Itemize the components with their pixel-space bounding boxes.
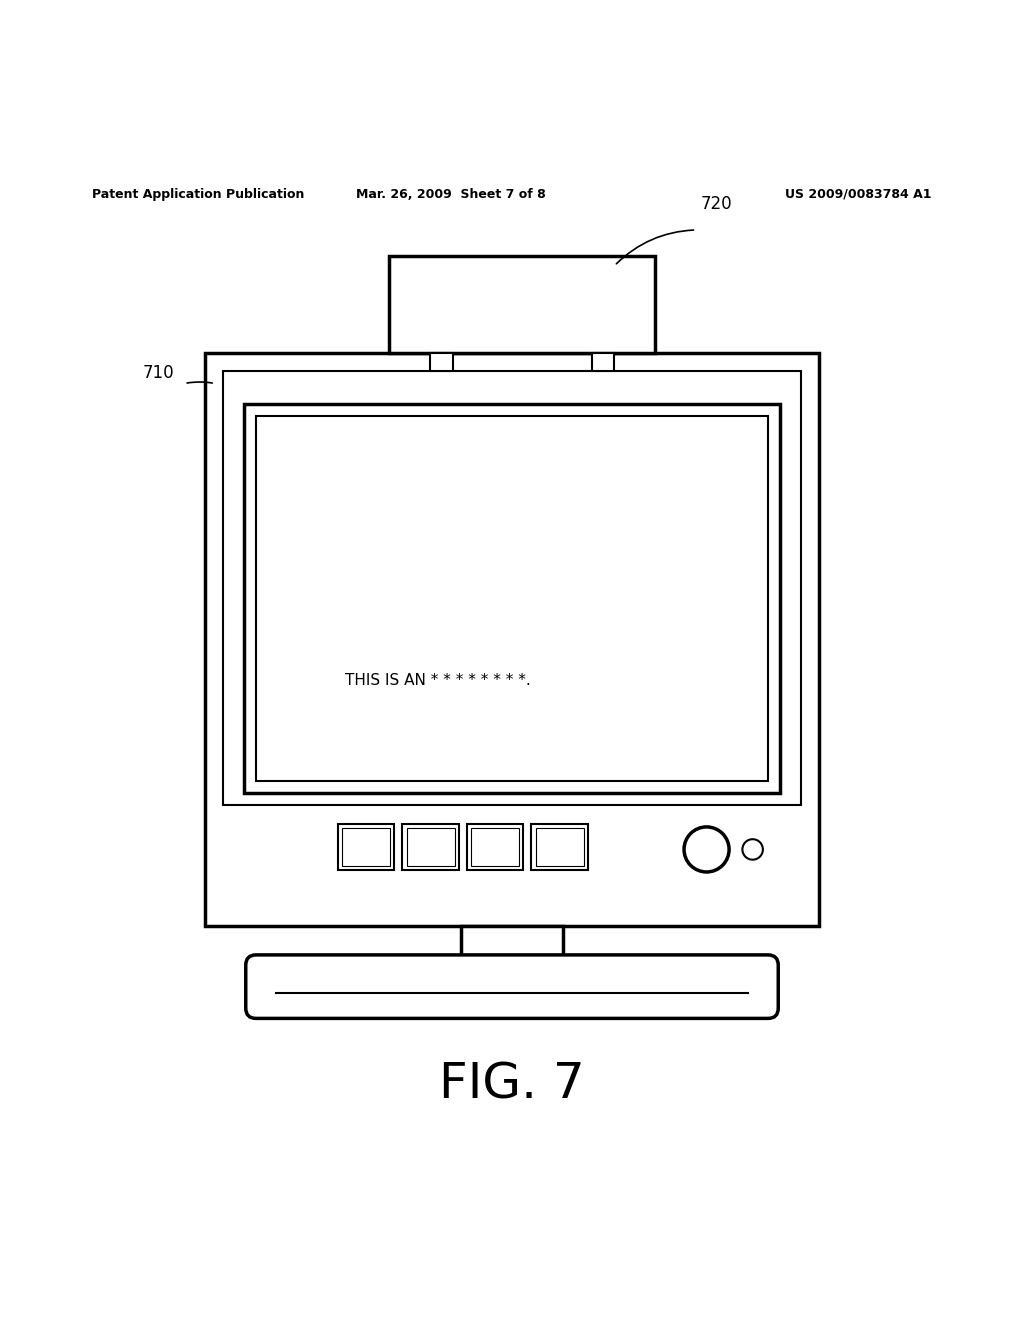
FancyBboxPatch shape bbox=[531, 824, 588, 870]
FancyBboxPatch shape bbox=[461, 927, 563, 965]
Text: FIG. 7: FIG. 7 bbox=[439, 1061, 585, 1109]
FancyBboxPatch shape bbox=[338, 824, 394, 870]
FancyBboxPatch shape bbox=[407, 828, 455, 866]
FancyBboxPatch shape bbox=[592, 352, 614, 371]
FancyBboxPatch shape bbox=[246, 954, 778, 1019]
Text: 710: 710 bbox=[143, 364, 174, 383]
Text: Mar. 26, 2009  Sheet 7 of 8: Mar. 26, 2009 Sheet 7 of 8 bbox=[355, 187, 546, 201]
FancyBboxPatch shape bbox=[244, 404, 780, 793]
FancyBboxPatch shape bbox=[430, 352, 453, 371]
Text: 720: 720 bbox=[701, 195, 732, 214]
FancyBboxPatch shape bbox=[205, 352, 819, 927]
Text: Patent Application Publication: Patent Application Publication bbox=[92, 187, 304, 201]
FancyBboxPatch shape bbox=[467, 824, 523, 870]
Text: US 2009/0083784 A1: US 2009/0083784 A1 bbox=[785, 187, 932, 201]
FancyBboxPatch shape bbox=[471, 828, 519, 866]
Text: THIS IS AN * * * * * * * *.: THIS IS AN * * * * * * * *. bbox=[345, 673, 531, 688]
FancyBboxPatch shape bbox=[402, 824, 459, 870]
FancyBboxPatch shape bbox=[223, 371, 801, 805]
FancyBboxPatch shape bbox=[536, 828, 584, 866]
FancyBboxPatch shape bbox=[342, 828, 390, 866]
FancyBboxPatch shape bbox=[256, 416, 768, 781]
FancyBboxPatch shape bbox=[389, 256, 655, 352]
